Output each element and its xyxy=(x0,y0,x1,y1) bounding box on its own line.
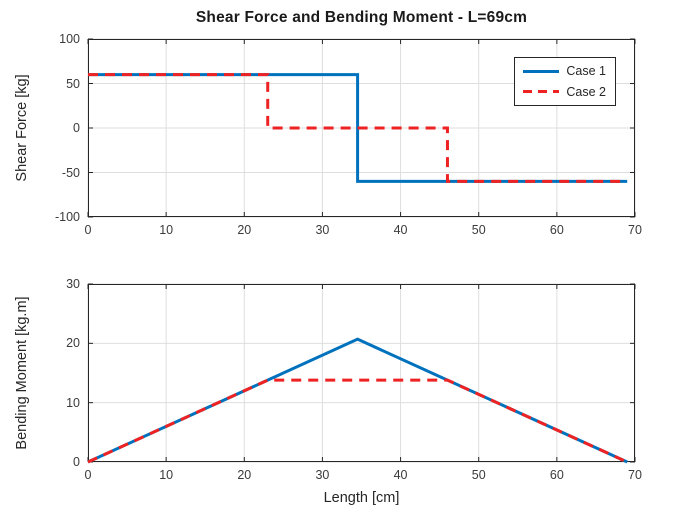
y-tick-label: 20 xyxy=(66,336,80,351)
shear-force-plot: Shear Force [kg] Case 1 Case 2 0 10 20 30 40… xyxy=(14,32,642,237)
x-tick-label: 60 xyxy=(549,468,564,482)
legend-line-sample-case1 xyxy=(523,69,560,73)
x-tick-label: 20 xyxy=(237,468,252,482)
x-tick-label: 40 xyxy=(393,223,408,237)
y-tick-label: -100 xyxy=(54,210,80,224)
y-tick-label: 0 xyxy=(73,121,80,135)
x-tick-label: 10 xyxy=(159,468,174,482)
x-tick-label: 50 xyxy=(471,468,486,482)
y-tick-label: -50 xyxy=(61,165,80,180)
legend-label-case1: Case 1 xyxy=(566,64,606,78)
x-tick-label: 70 xyxy=(628,468,642,482)
legend-item-case2: Case 2 xyxy=(523,84,606,99)
series-line-case-1 xyxy=(87,337,628,464)
bending-moment-y-axis-label: Bending Moment [kg.m] xyxy=(14,296,30,450)
x-tick-label: 60 xyxy=(549,223,564,237)
figure-title: Shear Force and Bending Moment - L=69cm xyxy=(195,9,528,26)
x-tick-label: 0 xyxy=(84,223,92,237)
x-tick-label: 20 xyxy=(237,223,252,237)
x-tick-label: 30 xyxy=(315,468,330,482)
x-tick-label: 0 xyxy=(84,468,92,482)
x-tick-label: 30 xyxy=(315,223,330,237)
y-tick-label: 0 xyxy=(73,455,80,469)
legend-label-case2: Case 2 xyxy=(566,84,606,99)
length-x-axis-label: Length [cm] xyxy=(323,490,400,506)
series-line-case-2 xyxy=(88,73,628,183)
bending-moment-plot-area xyxy=(87,283,636,464)
legend-item-case1: Case 1 xyxy=(523,65,606,78)
legend: Case 1 Case 2 xyxy=(514,57,616,106)
legend-line-sample-case2 xyxy=(523,90,560,94)
series-line-case-2 xyxy=(87,378,628,464)
x-tick-label: 50 xyxy=(471,223,486,237)
y-tick-label: 30 xyxy=(66,277,80,291)
bending-moment-plot: Bending Moment [kg.m] Length [cm] 0 10 20 3… xyxy=(14,277,642,506)
shear-force-plot-area xyxy=(87,38,636,218)
x-tick-label: 10 xyxy=(159,223,174,237)
y-tick-label: 50 xyxy=(66,76,80,91)
axes-frame xyxy=(88,284,635,462)
x-tick-label: 40 xyxy=(393,468,408,482)
y-tick-label: 10 xyxy=(66,395,80,410)
y-tick-label: 100 xyxy=(59,32,80,46)
x-tick-label: 70 xyxy=(628,223,642,237)
